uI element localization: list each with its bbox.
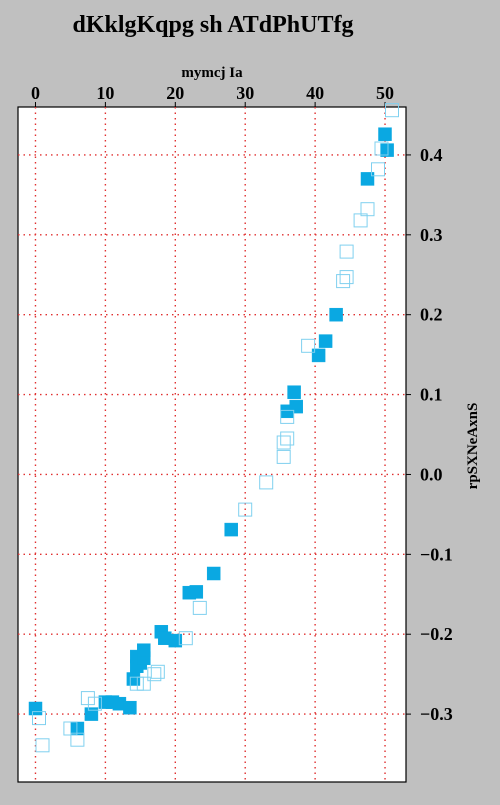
open-square-marker xyxy=(276,435,291,450)
filled-square-marker xyxy=(206,566,221,581)
open-square-marker xyxy=(70,732,85,747)
axis-ticks: 0 10 20 30 40 50 −0.3 −0.2 −0.1 0.0 0.1 0.2 0.3 0.4 xyxy=(31,83,453,724)
y-tick-label: −0.3 xyxy=(420,704,453,724)
open-square-marker xyxy=(35,738,50,753)
y-tick-label: −0.2 xyxy=(420,624,453,644)
filled-square-marker xyxy=(28,701,43,716)
x-tick-label: 0 xyxy=(31,83,40,103)
filled-square-marker xyxy=(126,672,141,686)
filled-square-marker xyxy=(380,143,394,157)
y-tick-label: 0.2 xyxy=(420,305,443,325)
open-square-marker xyxy=(339,270,354,285)
open-square-marker xyxy=(192,600,207,615)
open-square-marker xyxy=(276,449,291,464)
y-tick-label: 0.4 xyxy=(420,145,443,165)
filled-square-marker xyxy=(84,707,99,721)
open-square-marker xyxy=(280,431,295,446)
y-tick-label: 0.3 xyxy=(420,225,443,245)
chart-title: dKklgKqpg sh ATdPhUTfg xyxy=(72,12,353,38)
x-tick-label: 40 xyxy=(306,83,324,103)
filled-square-marker xyxy=(123,700,137,715)
open-square-marker xyxy=(87,696,102,711)
filled-square-marker xyxy=(289,399,303,414)
filled-square-marker xyxy=(224,522,238,537)
filled-square-marker xyxy=(329,307,343,322)
open-square-marker xyxy=(336,274,351,289)
filled-square-marker xyxy=(189,585,204,599)
y-tick-label: 0.1 xyxy=(420,385,443,405)
filled-square-marker xyxy=(168,633,183,648)
filled-square-marker xyxy=(318,334,333,348)
open-square-marker xyxy=(374,141,389,156)
open-square-marker xyxy=(32,711,46,726)
y-tick-label: −0.1 xyxy=(420,544,453,564)
x-tick-label: 50 xyxy=(376,83,394,103)
filled-square-marker xyxy=(137,643,151,657)
y-axis-label: rpSXNeAxnS xyxy=(465,403,481,490)
open-square-marker xyxy=(360,202,375,217)
open-square-marker xyxy=(147,667,162,682)
data-markers xyxy=(28,103,399,753)
x-tick-label: 20 xyxy=(166,83,184,103)
filled-square-marker xyxy=(287,385,301,399)
open-square-marker xyxy=(385,103,399,118)
open-square-marker xyxy=(301,338,316,353)
filled-square-marker xyxy=(378,127,392,141)
open-square-marker xyxy=(371,162,385,177)
open-square-marker xyxy=(280,409,295,424)
open-square-marker xyxy=(238,502,253,517)
x-axis-label: mymcj Ia xyxy=(181,65,243,81)
open-square-marker xyxy=(259,475,274,490)
y-tick-label: 0.0 xyxy=(420,464,443,484)
open-square-marker xyxy=(150,664,165,679)
open-square-marker xyxy=(339,244,354,259)
open-square-marker xyxy=(136,676,151,691)
plot-area xyxy=(17,106,407,783)
x-tick-label: 30 xyxy=(236,83,254,103)
grid-lines xyxy=(18,107,406,782)
open-square-marker xyxy=(178,631,193,646)
filled-square-marker xyxy=(360,172,375,186)
x-tick-label: 10 xyxy=(96,83,114,103)
filled-square-marker xyxy=(311,348,326,363)
